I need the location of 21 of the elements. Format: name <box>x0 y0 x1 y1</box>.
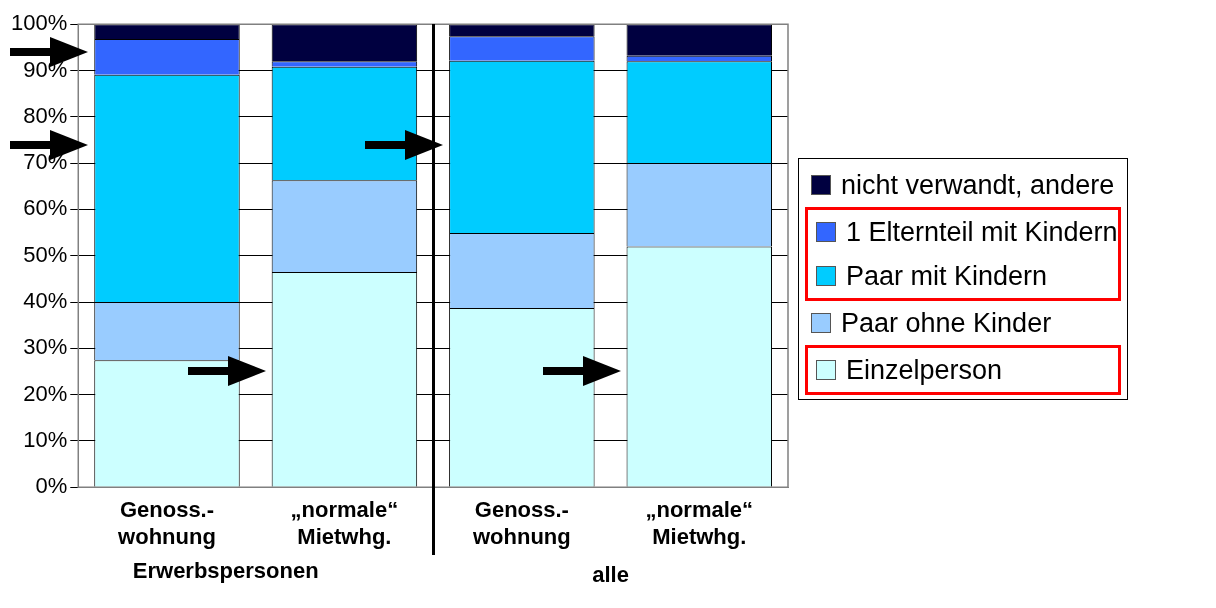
y-tick-label: 10% <box>23 426 68 452</box>
y-tick-label: 100% <box>10 10 68 36</box>
y-tick-label: 50% <box>23 241 68 267</box>
y-tick-label: 80% <box>23 102 68 128</box>
y-tick-label: 60% <box>23 195 68 221</box>
y-tick-label: 90% <box>23 56 68 82</box>
y-tick-label: 20% <box>23 380 68 406</box>
text: Erwerbspersonen <box>132 558 319 584</box>
text: alle <box>592 562 629 588</box>
x-tick-label: „normale“ Mietwhg. <box>290 497 399 549</box>
legend-label: nicht verwandt, andere <box>841 169 1115 201</box>
y-tick-label: 30% <box>23 334 68 360</box>
legend-label: Paar mit Kindern <box>846 260 1048 292</box>
x-tick-label: Genoss.- wohnung <box>117 497 216 549</box>
x-tick-label: „normale“ Mietwhg. <box>645 497 754 549</box>
y-tick-label: 0% <box>35 473 68 499</box>
legend-label: 1 Elternteil mit Kindern <box>846 216 1118 248</box>
frame-outline: Einzelperson <box>805 345 1121 395</box>
y-tick-label: 40% <box>23 288 68 314</box>
x-tick-label: Genoss.- wohnung <box>471 497 571 549</box>
legend-label: Paar ohne Kinder <box>841 307 1052 339</box>
